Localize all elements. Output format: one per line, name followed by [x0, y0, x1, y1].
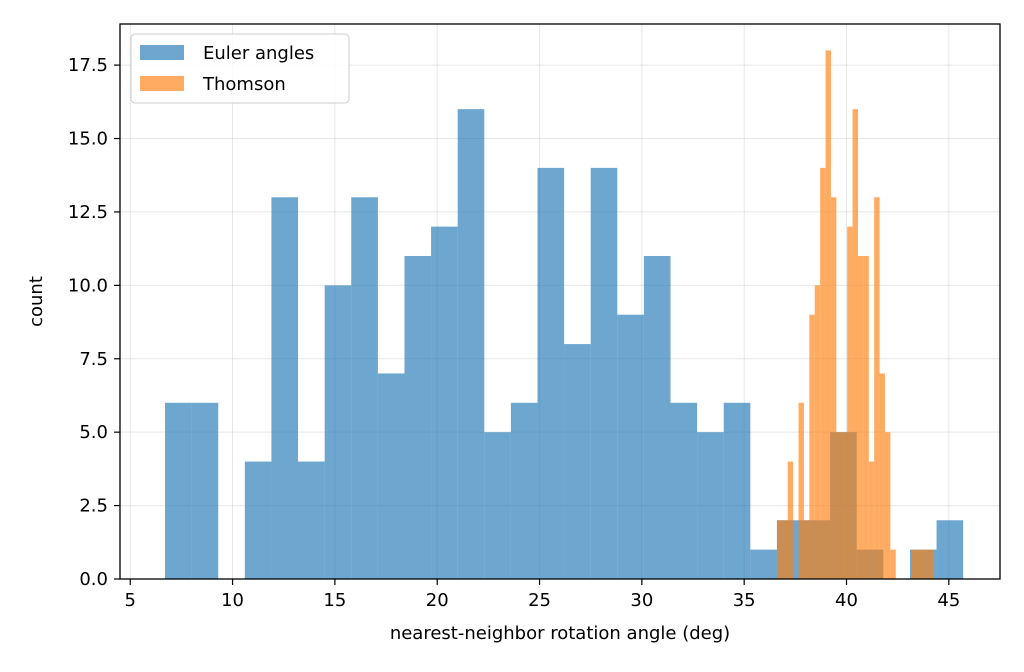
x-tick-label: 15 [323, 590, 346, 611]
x-tick-label: 5 [125, 590, 136, 611]
x-axis-ticks: 5 10 15 20 25 30 35 40 45 [125, 579, 960, 611]
bar-thomson [847, 226, 853, 579]
bar-euler-angles [617, 314, 644, 579]
bar-euler-angles [510, 402, 538, 579]
bar-thomson [879, 373, 885, 579]
bar-euler-angles [697, 432, 724, 579]
x-tick-label: 20 [426, 590, 449, 611]
bar-euler-angles [377, 373, 405, 579]
bar-thomson [825, 50, 831, 579]
y-tick-label: 0.0 [79, 569, 108, 590]
legend-swatch-euler [140, 45, 184, 60]
bar-euler-angles [750, 549, 777, 579]
bar-thomson [922, 549, 929, 579]
x-tick-label: 35 [733, 590, 756, 611]
bar-thomson [868, 461, 875, 579]
bar-euler-angles [244, 461, 272, 579]
bar-thomson [857, 255, 864, 579]
y-tick-label: 2.5 [79, 496, 108, 517]
bar-thomson [787, 461, 794, 579]
bar-euler-angles [431, 226, 458, 579]
bar-thomson [863, 255, 869, 579]
y-axis-ticks: 0.0 2.5 5.0 7.5 10.0 12.5 15.0 17.5 [68, 55, 120, 590]
bar-thomson [803, 520, 810, 579]
legend-swatch-thomson [140, 76, 184, 91]
bar-thomson [836, 432, 842, 579]
x-tick-label: 10 [221, 590, 244, 611]
y-tick-label: 10.0 [68, 275, 108, 296]
bar-thomson [814, 285, 821, 579]
bar-euler-angles [723, 402, 751, 579]
bar-euler-angles [271, 197, 299, 579]
y-tick-label: 17.5 [68, 55, 108, 76]
bar-euler-angles [537, 167, 565, 579]
bar-euler-angles [324, 285, 352, 579]
bar-thomson [928, 549, 934, 579]
bar-thomson [912, 549, 918, 579]
bar-euler-angles [351, 197, 378, 579]
y-axis-label: count [26, 276, 47, 327]
bar-euler-angles [165, 402, 192, 579]
bar-thomson [782, 520, 788, 579]
plot-frame [119, 23, 1001, 580]
y-tick-label: 12.5 [68, 202, 108, 223]
bar-thomson [852, 109, 858, 580]
bar-euler-angles [191, 402, 219, 579]
bar-thomson [917, 549, 923, 579]
bar-thomson [841, 432, 848, 579]
bar-euler-angles [484, 432, 511, 579]
legend-label-euler: Euler angles [203, 43, 314, 64]
bar-thomson [884, 432, 891, 579]
bar-thomson [798, 402, 804, 579]
bar-euler-angles [298, 461, 325, 579]
bar-euler-angles [404, 255, 432, 579]
bar-euler-angles [590, 167, 618, 579]
x-tick-label: 25 [528, 590, 551, 611]
bar-euler-angles [457, 109, 485, 580]
y-tick-label: 5.0 [79, 422, 108, 443]
bar-thomson [830, 197, 837, 579]
bar-euler-angles [936, 520, 964, 579]
bar-euler-angles [643, 255, 671, 579]
legend: Euler angles Thomson [130, 33, 350, 104]
x-axis-label: nearest-neighbor rotation angle (deg) [390, 623, 730, 644]
x-tick-label: 40 [835, 590, 858, 611]
bar-thomson [890, 549, 896, 579]
bars [165, 50, 964, 580]
bar-euler-angles [564, 344, 591, 579]
bar-thomson [776, 520, 783, 579]
x-tick-label: 45 [937, 590, 960, 611]
bar-thomson [874, 197, 880, 579]
legend-box [130, 33, 350, 104]
legend-label-thomson: Thomson [202, 74, 286, 95]
bar-thomson [820, 167, 826, 579]
y-tick-label: 7.5 [79, 349, 108, 370]
bar-euler-angles [670, 402, 698, 579]
bar-thomson [809, 314, 815, 579]
x-tick-label: 30 [630, 590, 653, 611]
y-tick-label: 15.0 [68, 129, 108, 150]
